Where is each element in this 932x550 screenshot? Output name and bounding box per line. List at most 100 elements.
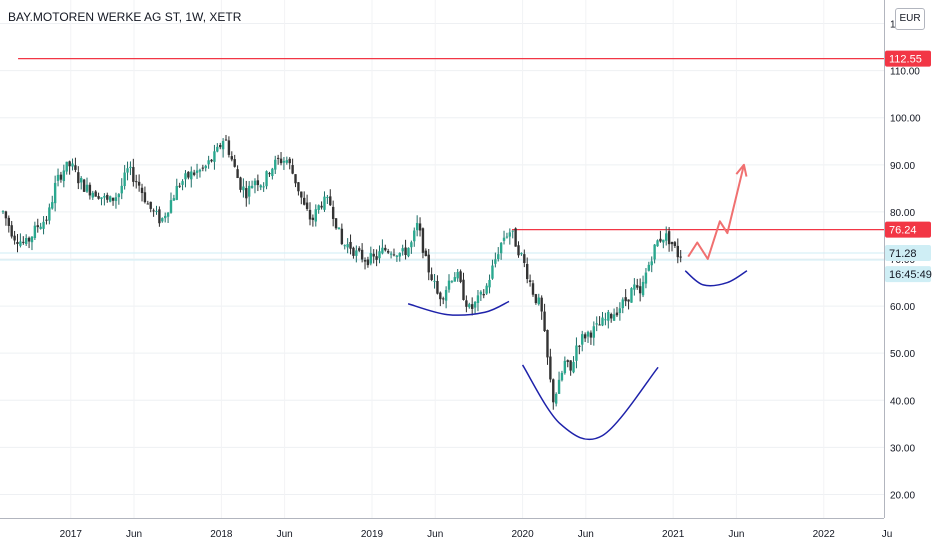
candle-body bbox=[282, 160, 286, 163]
price-label-bg bbox=[885, 244, 931, 261]
candle-body bbox=[265, 171, 268, 187]
candle-body bbox=[552, 379, 555, 403]
candle-body bbox=[187, 171, 190, 178]
candle-body bbox=[271, 168, 274, 176]
candle-body bbox=[485, 285, 488, 294]
candle-body bbox=[381, 247, 384, 254]
candle-body bbox=[641, 281, 645, 296]
candle-body bbox=[143, 192, 147, 203]
currency-button[interactable]: EUR bbox=[895, 8, 925, 30]
candle-body bbox=[213, 151, 216, 162]
candle-body bbox=[526, 264, 529, 280]
candle-body bbox=[329, 196, 332, 206]
candle-body bbox=[4, 211, 8, 219]
candle-body bbox=[1, 211, 5, 213]
x-tick-label: Jun bbox=[728, 529, 744, 540]
y-tick-label: 20.00 bbox=[890, 490, 915, 501]
candle-body bbox=[430, 274, 433, 281]
candle-body bbox=[250, 185, 254, 189]
candle-body bbox=[181, 181, 184, 185]
candle-body bbox=[198, 169, 202, 172]
candle-body bbox=[667, 231, 671, 245]
chart-title: BAY.MOTOREN WERKE AG ST, 1W, XETR bbox=[8, 10, 242, 24]
x-tick-label: 2019 bbox=[361, 529, 384, 540]
candle-body bbox=[557, 379, 561, 394]
price-label-bg bbox=[885, 221, 931, 238]
candle-body bbox=[126, 168, 129, 173]
candle-body bbox=[494, 259, 497, 264]
candle-body bbox=[511, 230, 514, 232]
x-tick-label: Jun bbox=[427, 529, 443, 540]
candle-body bbox=[601, 317, 604, 326]
candle-body bbox=[531, 283, 535, 295]
candle-body bbox=[317, 205, 320, 210]
candle-body bbox=[476, 295, 480, 303]
candle-body bbox=[27, 237, 31, 242]
candle-body bbox=[33, 225, 37, 238]
candle-body bbox=[656, 240, 659, 247]
candle-body bbox=[36, 225, 39, 228]
candle-body bbox=[300, 191, 303, 198]
candles bbox=[1, 134, 682, 410]
candle-body bbox=[178, 185, 181, 187]
candle-body bbox=[413, 230, 416, 242]
overlay-drawings bbox=[407, 163, 748, 441]
candle-body bbox=[224, 139, 228, 141]
candle-body bbox=[68, 161, 71, 167]
candle-body bbox=[274, 159, 277, 170]
candle-body bbox=[239, 177, 242, 190]
candle-body bbox=[256, 180, 260, 186]
price-label-text: 71.28 bbox=[889, 248, 917, 260]
candle-body bbox=[488, 279, 491, 288]
candle-body bbox=[331, 206, 335, 219]
candle-body bbox=[247, 185, 251, 197]
candle-body bbox=[279, 158, 283, 164]
candle-body bbox=[384, 247, 387, 251]
candle-body bbox=[262, 186, 265, 188]
candle-body bbox=[190, 171, 193, 180]
candle-body bbox=[74, 165, 77, 170]
candle-body bbox=[135, 181, 138, 183]
arc-1 bbox=[407, 300, 510, 316]
candle-body bbox=[152, 210, 155, 212]
candle-body bbox=[662, 239, 665, 243]
candle-body bbox=[563, 360, 567, 374]
candle-body bbox=[520, 253, 523, 255]
candle-body bbox=[323, 196, 326, 210]
candle-body bbox=[595, 323, 598, 325]
candle-body bbox=[523, 254, 526, 263]
candle-body bbox=[653, 244, 656, 260]
candle-body bbox=[149, 201, 152, 209]
candle-body bbox=[630, 288, 633, 303]
candle-body bbox=[106, 194, 109, 200]
candle-body bbox=[392, 254, 396, 256]
price-label: 16:45:49 bbox=[885, 266, 932, 283]
candle-body bbox=[65, 161, 68, 172]
candle-body bbox=[48, 207, 51, 221]
candle-body bbox=[462, 279, 465, 300]
candle-body bbox=[615, 312, 619, 316]
price-labels: 112.55 76.24 71.28 16:45:49 bbox=[885, 50, 932, 283]
candle-body bbox=[592, 326, 596, 338]
candle-body bbox=[404, 247, 407, 255]
x-tick-label: 2022 bbox=[813, 529, 836, 540]
candle-body bbox=[598, 324, 601, 326]
candle-body bbox=[233, 159, 236, 167]
candle-body bbox=[609, 313, 613, 319]
candle-body bbox=[97, 196, 100, 199]
candle-body bbox=[334, 218, 338, 229]
candle-body bbox=[581, 334, 584, 345]
candle-body bbox=[349, 241, 352, 249]
candle-body bbox=[586, 331, 590, 337]
candle-body bbox=[465, 300, 468, 307]
candle-body bbox=[204, 165, 207, 169]
projection-line bbox=[687, 164, 745, 260]
candle-body bbox=[560, 372, 564, 381]
candle-body bbox=[42, 221, 45, 229]
candle-body bbox=[650, 261, 653, 266]
grid bbox=[0, 0, 884, 518]
candle-body bbox=[439, 292, 442, 300]
candle-body bbox=[375, 256, 378, 260]
candle-body bbox=[245, 188, 248, 199]
